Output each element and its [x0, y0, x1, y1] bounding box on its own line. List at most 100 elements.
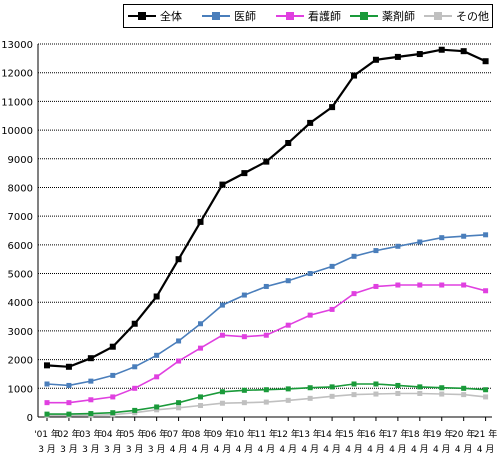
x-tick-label-month: 4 月	[258, 444, 276, 455]
x-tick-label-year: 10 年	[233, 428, 256, 440]
data-point	[394, 53, 401, 60]
data-point	[395, 243, 401, 249]
data-point	[154, 352, 160, 358]
data-point	[351, 253, 357, 259]
data-point	[176, 338, 182, 344]
x-tick-label-month: 4 月	[323, 444, 341, 455]
data-point	[395, 390, 401, 396]
data-point	[439, 235, 445, 241]
legend-item-other: その他	[424, 5, 489, 27]
data-point	[110, 394, 116, 400]
data-point	[88, 378, 94, 384]
x-tick-label-month: 4 月	[301, 444, 319, 455]
y-tick-label: 3000	[8, 327, 33, 338]
y-tick-label: 0	[27, 413, 33, 424]
x-tick-label-year: 14 年	[320, 428, 343, 440]
data-point	[65, 363, 72, 370]
x-tick-label-year: '01 年	[34, 428, 60, 440]
data-point	[329, 263, 335, 269]
y-axis: 0 1000 2000 3000 4000 5000 6000 7000 8000 9000 100…	[1, 40, 39, 424]
data-point	[44, 362, 50, 369]
data-point	[198, 394, 204, 400]
y-tick-label: 6000	[8, 241, 33, 252]
data-point	[461, 282, 467, 288]
data-point	[373, 381, 379, 387]
y-tick-label: 1000	[8, 384, 33, 395]
data-point	[175, 256, 182, 263]
y-tick-label: 13000	[1, 40, 33, 51]
data-point	[176, 358, 182, 364]
data-point	[88, 411, 94, 417]
legend-item-nurse: 看護師	[276, 5, 341, 27]
y-tick-label: 4000	[8, 298, 33, 309]
data-point	[241, 400, 247, 406]
y-tick-label: 11000	[1, 97, 33, 108]
x-tick-label-year: 19 年	[430, 428, 453, 440]
data-point	[372, 56, 379, 63]
data-point	[198, 321, 204, 327]
data-point	[132, 364, 138, 370]
y-tick-label: 9000	[8, 155, 33, 166]
y-tick-label: 2000	[8, 356, 33, 367]
x-axis: '01 年3 月02 年3 月03 年3 月04 年3 月05 年3 月06 年…	[34, 416, 497, 455]
data-point	[197, 218, 204, 225]
data-point	[417, 282, 423, 288]
legend: 全体 医師 看護師 薬剤師 その他	[123, 4, 493, 28]
x-tick-label-year: 03 年	[79, 428, 102, 440]
legend-label-doctor: 医師	[234, 10, 256, 23]
legend-label-all: 全体	[160, 10, 182, 23]
data-point	[351, 381, 357, 387]
x-tick-label-month: 4 月	[389, 444, 407, 455]
x-tick-label-year: 13 年	[298, 428, 321, 440]
x-tick-label-month: 3 月	[60, 444, 78, 455]
data-point	[88, 397, 94, 403]
legend-swatch-nurse	[276, 11, 304, 21]
data-point	[241, 334, 247, 340]
data-point	[461, 392, 467, 398]
legend-swatch-pharmacist	[350, 11, 378, 21]
legend-swatch-other	[424, 11, 452, 21]
data-point	[395, 282, 401, 288]
y-tick-label: 7000	[8, 212, 33, 223]
x-tick-label-month: 4 月	[214, 444, 232, 455]
x-tick-label-month: 4 月	[279, 444, 297, 455]
data-point	[373, 391, 379, 397]
data-point	[307, 312, 313, 318]
data-point	[263, 158, 270, 165]
data-point	[483, 232, 489, 238]
x-tick-label-year: 09 年	[211, 428, 234, 440]
x-tick-label-month: 4 月	[411, 444, 429, 455]
legend-item-doctor: 医師	[202, 5, 256, 27]
series-2	[44, 282, 489, 406]
x-tick-label-year: 06 年	[145, 428, 168, 440]
data-point	[66, 382, 72, 388]
data-point	[351, 291, 357, 297]
x-tick-label-year: 02 年	[57, 428, 80, 440]
x-tick-label-year: 21 年	[474, 428, 497, 440]
data-point	[483, 394, 489, 400]
data-point	[109, 343, 116, 350]
data-point	[263, 332, 269, 338]
x-tick-label-year: 15 年	[342, 428, 365, 440]
data-point	[241, 292, 247, 298]
data-point	[482, 58, 489, 65]
data-point	[44, 381, 50, 387]
data-point	[176, 405, 182, 411]
data-point	[219, 400, 225, 406]
data-point	[154, 407, 160, 413]
data-point	[241, 387, 247, 393]
data-point	[329, 393, 335, 399]
data-point	[285, 139, 292, 146]
data-point	[461, 233, 467, 239]
data-point	[198, 345, 204, 351]
x-tick-label-year: 07 年	[167, 428, 190, 440]
series-3	[44, 381, 489, 417]
x-tick-label-month: 4 月	[477, 444, 495, 455]
data-point	[416, 51, 423, 58]
data-point	[483, 387, 489, 393]
data-point	[439, 385, 445, 391]
x-tick-label-month: 4 月	[192, 444, 210, 455]
data-point	[219, 302, 225, 308]
data-point	[154, 374, 160, 380]
data-point	[307, 385, 313, 391]
